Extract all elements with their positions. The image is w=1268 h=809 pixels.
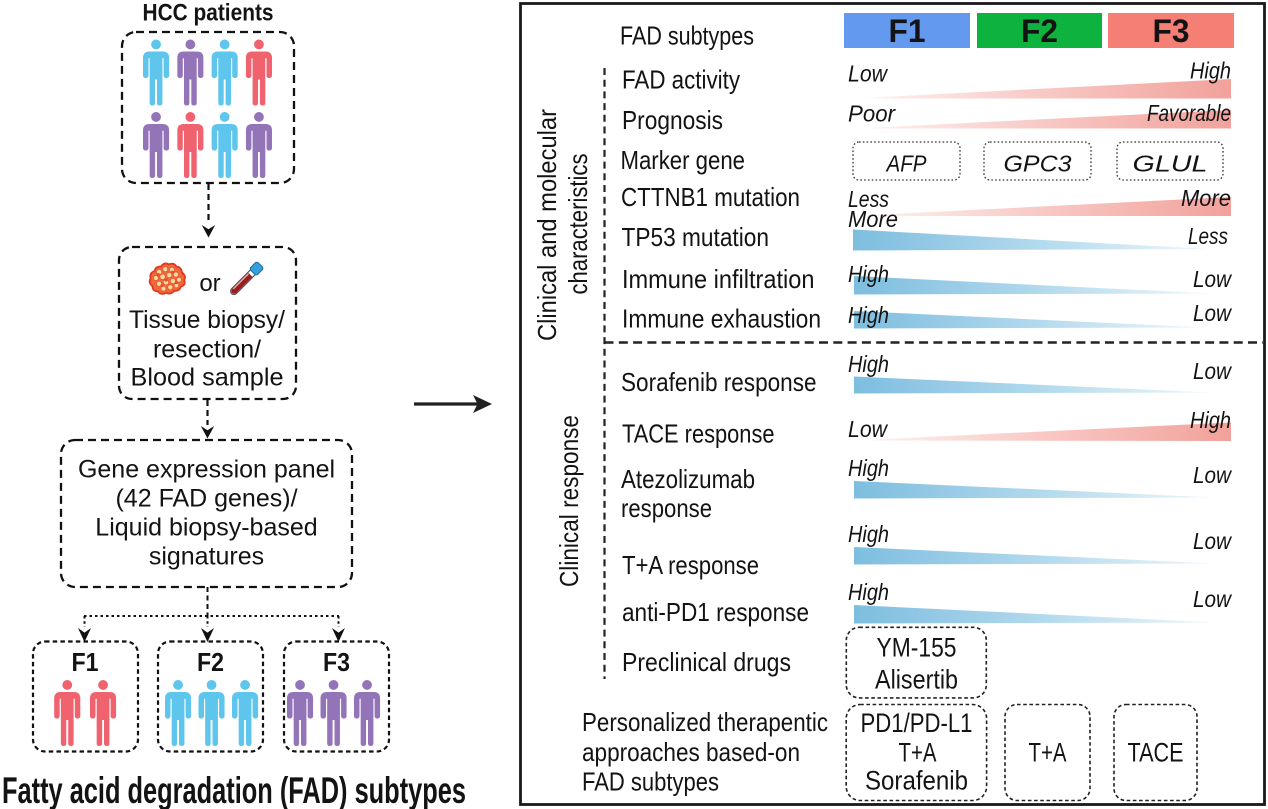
svg-text:anti-PD1 response: anti-PD1 response xyxy=(622,597,809,627)
svg-text:CTTNB1 mutation: CTTNB1 mutation xyxy=(621,182,800,212)
svg-text:Low: Low xyxy=(848,61,888,87)
svg-text:approaches based-on: approaches based-on xyxy=(582,737,800,767)
svg-text:Less: Less xyxy=(1188,223,1228,249)
svg-text:High: High xyxy=(848,261,889,287)
svg-text:Low: Low xyxy=(1193,266,1232,292)
svg-text:FAD activity: FAD activity xyxy=(622,65,740,95)
svg-text:F3: F3 xyxy=(1153,13,1190,49)
svg-text:TP53 mutation: TP53 mutation xyxy=(622,222,770,252)
svg-text:response: response xyxy=(621,493,712,523)
svg-text:High: High xyxy=(1190,407,1231,433)
svg-text:Low: Low xyxy=(1193,586,1232,612)
svg-text:High: High xyxy=(848,302,889,328)
svg-text:F3: F3 xyxy=(323,647,350,677)
svg-text:Clinical and molecular: Clinical and molecular xyxy=(532,109,562,341)
svg-text:F1: F1 xyxy=(889,13,926,49)
svg-text:F2: F2 xyxy=(1021,13,1058,49)
svg-text:Tissue biopsy/: Tissue biopsy/ xyxy=(129,306,285,334)
svg-text:High: High xyxy=(848,455,889,481)
svg-text:signatures: signatures xyxy=(149,543,264,571)
svg-text:T+A response: T+A response xyxy=(622,550,759,580)
svg-text:Sorafenib: Sorafenib xyxy=(865,766,968,796)
svg-text:Prognosis: Prognosis xyxy=(622,105,723,135)
svg-text:Low: Low xyxy=(1193,358,1232,384)
svg-text:Favorable: Favorable xyxy=(1147,100,1231,126)
svg-text:More: More xyxy=(848,206,898,232)
svg-text:High: High xyxy=(1190,58,1231,84)
svg-text:GLUL: GLUL xyxy=(1133,151,1208,177)
svg-text:characteristics: characteristics xyxy=(563,154,593,295)
svg-text:Gene expression panel: Gene expression panel xyxy=(78,456,335,484)
svg-text:Fatty acid degradation (FAD) s: Fatty acid degradation (FAD) subtypes xyxy=(2,770,466,809)
svg-text:More: More xyxy=(1181,185,1231,211)
svg-text:Alisertib: Alisertib xyxy=(875,665,958,695)
svg-text:FAD subtypes: FAD subtypes xyxy=(582,767,719,797)
svg-text:FAD subtypes: FAD subtypes xyxy=(620,21,754,51)
svg-text:HCC patients: HCC patients xyxy=(143,0,274,27)
svg-text:Liquid biopsy-based: Liquid biopsy-based xyxy=(95,514,317,542)
svg-text:Low: Low xyxy=(848,416,888,442)
svg-text:TACE response: TACE response xyxy=(622,419,775,449)
svg-text:or: or xyxy=(199,270,220,297)
svg-text:(42 FAD genes)/: (42 FAD genes)/ xyxy=(115,485,297,513)
svg-text:Less: Less xyxy=(848,186,889,212)
svg-text:Personalized therapentic: Personalized therapentic xyxy=(582,707,828,737)
svg-text:Atezolizumab: Atezolizumab xyxy=(621,464,755,494)
svg-text:T+A: T+A xyxy=(1029,738,1067,768)
svg-text:Immune exhaustion: Immune exhaustion xyxy=(622,304,821,334)
svg-text:YM-155: YM-155 xyxy=(877,633,957,663)
svg-text:High: High xyxy=(848,579,889,605)
svg-text:Immune infiltration: Immune infiltration xyxy=(622,264,815,294)
svg-text:High: High xyxy=(848,521,889,547)
svg-text:TACE: TACE xyxy=(1128,738,1184,768)
svg-text:Sorafenib response: Sorafenib response xyxy=(621,367,817,397)
svg-text:T+A: T+A xyxy=(899,738,937,768)
svg-text:Low: Low xyxy=(1193,528,1232,554)
svg-text:F1: F1 xyxy=(72,647,99,677)
svg-text:Low: Low xyxy=(1193,462,1232,488)
svg-text:F2: F2 xyxy=(197,647,224,677)
svg-text:resection/: resection/ xyxy=(153,336,261,364)
svg-text:AFP: AFP xyxy=(885,151,927,177)
svg-text:GPC3: GPC3 xyxy=(1004,151,1072,177)
svg-text:Blood sample: Blood sample xyxy=(131,364,284,392)
svg-text:Clinical response: Clinical response xyxy=(554,415,584,587)
svg-text:Poor: Poor xyxy=(848,101,896,127)
svg-text:Low: Low xyxy=(1193,300,1232,326)
svg-text:PD1/PD-L1: PD1/PD-L1 xyxy=(861,708,973,738)
svg-text:Marker gene: Marker gene xyxy=(621,145,746,175)
svg-text:Preclinical drugs: Preclinical drugs xyxy=(622,647,791,677)
svg-text:High: High xyxy=(848,351,889,377)
